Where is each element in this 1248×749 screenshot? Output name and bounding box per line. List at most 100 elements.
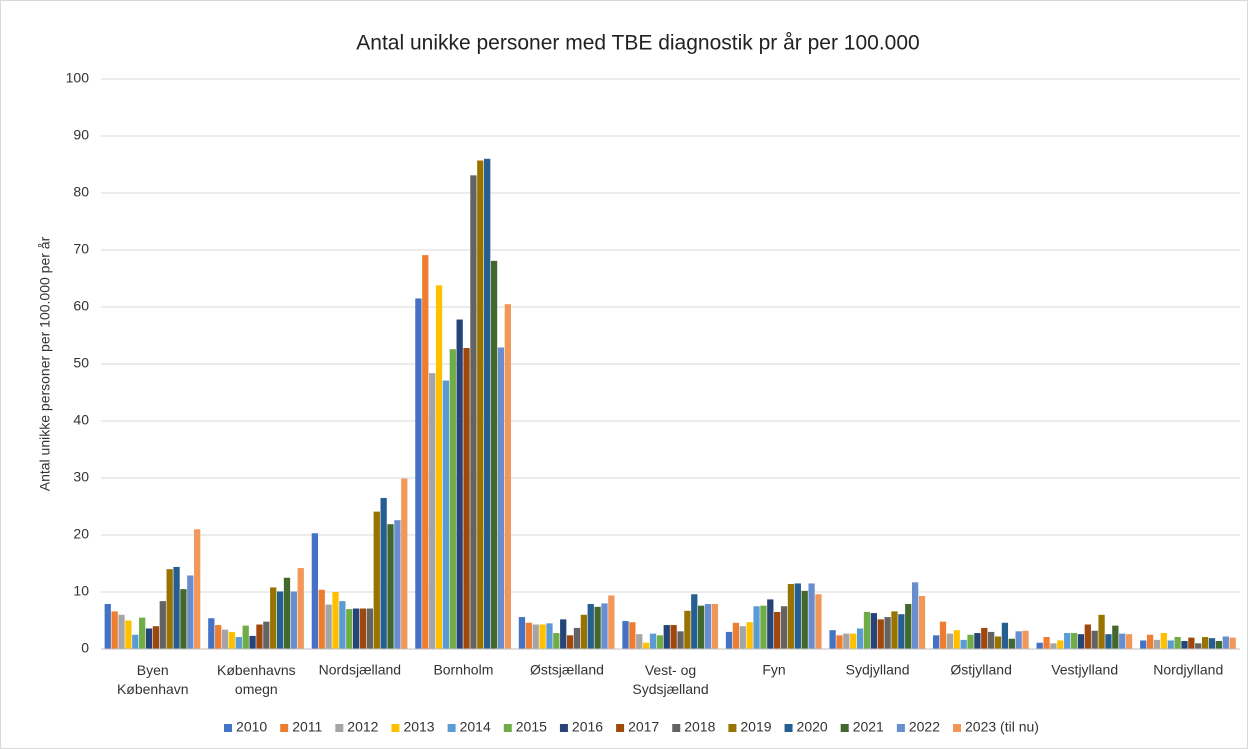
x-tick-label: Østsjælland: [530, 662, 604, 678]
bar: [601, 603, 608, 649]
legend-label: 2011: [292, 719, 322, 735]
bar: [297, 568, 304, 649]
y-tick-label: 70: [73, 241, 89, 257]
bar: [573, 627, 581, 649]
bar: [884, 617, 891, 649]
bar: [283, 577, 291, 649]
bar: [608, 595, 615, 649]
legend-swatch: [391, 724, 400, 732]
bar: [228, 631, 236, 649]
bar: [704, 603, 712, 649]
bar: [1195, 643, 1202, 649]
bar: [1188, 637, 1195, 649]
bar: [746, 622, 753, 649]
bar: [967, 634, 974, 649]
bar: [1036, 642, 1043, 649]
bar: [159, 601, 166, 649]
bar: [863, 611, 871, 649]
bar: [656, 635, 664, 649]
bar: [180, 589, 187, 649]
bar: [525, 622, 532, 649]
legend-label: 2017: [628, 719, 659, 735]
legend-label: 2015: [516, 719, 547, 735]
bar: [642, 642, 650, 649]
bar: [139, 617, 146, 649]
bar: [1043, 637, 1050, 649]
y-tick-label: 80: [73, 184, 89, 200]
bar: [504, 304, 511, 649]
bar: [366, 608, 374, 649]
y-tick-label: 50: [73, 355, 89, 371]
bar: [352, 608, 360, 649]
bar: [767, 599, 774, 649]
bar: [187, 575, 194, 649]
bar: [1064, 633, 1071, 649]
bar: [1105, 634, 1112, 649]
bar: [194, 529, 201, 649]
bar: [1070, 633, 1078, 649]
bar: [732, 622, 740, 649]
bar: [1119, 633, 1126, 649]
bar: [339, 601, 346, 649]
bar: [394, 520, 401, 649]
legend-swatch: [896, 724, 905, 732]
legend-label: 2010: [236, 719, 267, 735]
bar: [325, 604, 332, 649]
chart-title: Antal unikke personer med TBE diagnostik…: [356, 32, 919, 55]
bar: [1091, 630, 1098, 649]
bar: [442, 380, 450, 649]
bar: [1022, 630, 1029, 649]
bar: [725, 631, 733, 649]
bar: [422, 255, 429, 649]
bar: [270, 587, 277, 649]
y-tick-label: 10: [73, 583, 89, 599]
bar: [580, 614, 587, 649]
bar: [463, 348, 470, 649]
bar: [1201, 637, 1209, 649]
bar: [435, 285, 443, 649]
bar: [856, 628, 864, 649]
x-tick-label: Bornholm: [433, 662, 493, 678]
bar: [118, 614, 125, 649]
bar: [490, 260, 498, 649]
bar: [1167, 640, 1174, 649]
bar: [850, 633, 857, 649]
bar: [145, 628, 153, 649]
bar: [629, 622, 636, 649]
bar: [836, 635, 843, 649]
bar: [1112, 625, 1119, 649]
x-tick-label: Københavns omegn: [217, 662, 296, 697]
legend-swatch: [953, 724, 962, 732]
bar: [898, 614, 905, 649]
bar: [539, 624, 546, 649]
y-axis-label: Antal unikke personer per 100.000 per år: [37, 236, 53, 491]
legend-label: 2014: [460, 719, 491, 735]
bar: [429, 373, 436, 649]
bar: [546, 623, 553, 649]
bar: [276, 591, 284, 649]
bar: [711, 603, 719, 649]
bar: [373, 511, 380, 649]
legend-swatch: [447, 724, 456, 732]
x-tick-label: Østjylland: [950, 662, 1011, 678]
legend-label: 2012: [347, 719, 378, 735]
bar: [974, 633, 981, 649]
legend-label: 2021: [853, 719, 884, 735]
bar: [1008, 638, 1015, 649]
legend-label: 2019: [740, 719, 771, 735]
bar: [518, 617, 526, 649]
bar: [560, 619, 567, 649]
bar: [808, 583, 815, 649]
bar: [946, 633, 954, 649]
bar: [359, 608, 367, 649]
bar: [332, 592, 339, 649]
bar: [166, 569, 173, 649]
bar: [911, 582, 919, 649]
y-tick-label: 0: [81, 640, 89, 656]
legend-label: 2022: [909, 719, 940, 735]
bar: [208, 618, 215, 649]
x-tick-label: Vest- og Sydsjælland: [632, 662, 708, 697]
bar: [401, 478, 408, 649]
bar: [594, 606, 601, 649]
